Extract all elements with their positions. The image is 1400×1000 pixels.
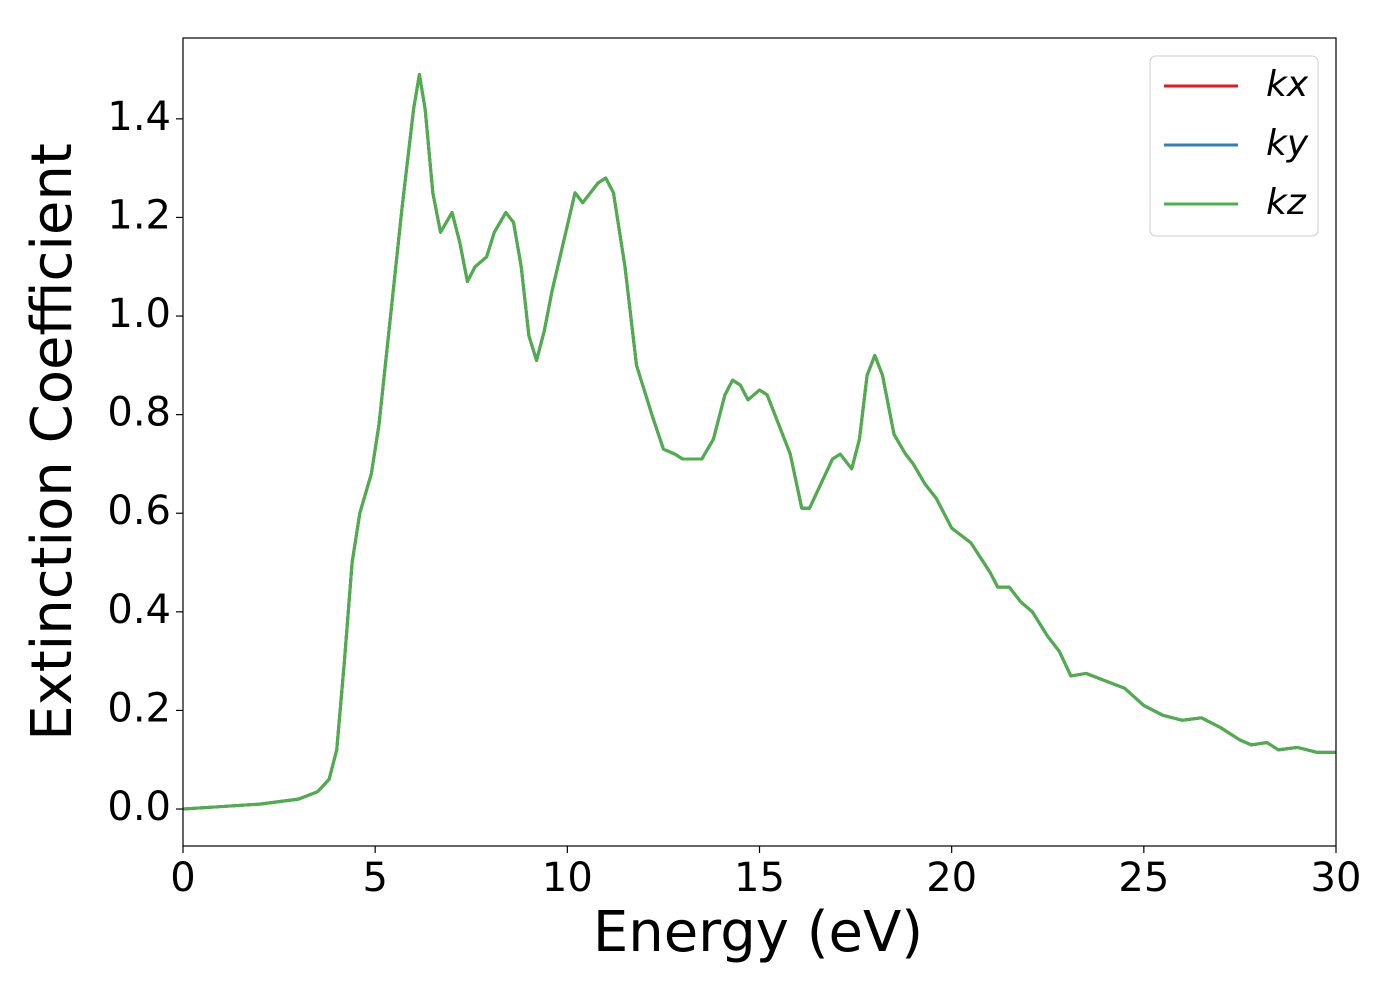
- y-tick-label: 1.4: [107, 94, 171, 140]
- x-tick-label: 25: [1118, 855, 1169, 901]
- x-tick-label: 30: [1311, 855, 1362, 901]
- y-axis-label: Extinction Coefficient: [20, 143, 85, 741]
- plot-frame: [182, 37, 1337, 847]
- y-tick-label: 1.0: [107, 291, 171, 337]
- x-tick-label: 5: [362, 855, 387, 901]
- y-tick-label: 0.2: [107, 685, 171, 731]
- x-axis-label: Energy (eV): [593, 900, 923, 965]
- legend-label: kz: [1266, 182, 1307, 223]
- y-tick-label: 1.2: [107, 192, 171, 238]
- x-tick-label: 0: [170, 855, 195, 901]
- y-tick-label: 0.0: [107, 784, 171, 830]
- x-tick-label: 10: [542, 855, 593, 901]
- x-tick-label: 20: [926, 855, 977, 901]
- y-tick-label: 0.4: [107, 587, 171, 633]
- data-line: [183, 72, 1336, 811]
- legend-label: ky: [1266, 123, 1309, 164]
- legend-label: kx: [1266, 64, 1309, 105]
- y-tick-label: 0.6: [107, 488, 171, 534]
- x-tick-label: 15: [734, 855, 785, 901]
- y-tick-label: 0.8: [107, 390, 171, 436]
